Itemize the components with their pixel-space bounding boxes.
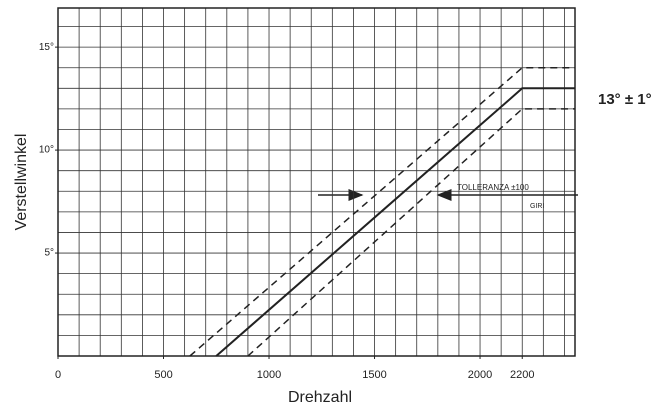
annotation: 13° ± 1° — [598, 91, 652, 108]
data-line — [247, 108, 575, 357]
x-tick-label: 1000 — [257, 369, 281, 381]
y-tick-label: 5° — [44, 248, 54, 259]
x-tick-label: 2200 — [510, 369, 534, 381]
data-line — [189, 66, 575, 357]
x-tick-label: 0 — [55, 369, 61, 381]
x-tick-label: 2000 — [468, 369, 492, 381]
x-axis-label: Drehzahl — [288, 389, 352, 406]
data-line — [215, 87, 575, 357]
plot-frame — [57, 7, 576, 357]
annotation: GIRI — [530, 203, 544, 210]
x-tick-label: 500 — [154, 369, 172, 381]
annotation: TOLLERANZA ±100 — [457, 183, 529, 192]
y-tick-label: 10° — [39, 145, 54, 156]
y-tick-label: 15° — [39, 42, 54, 53]
y-axis-label: Verstellwinkel — [13, 134, 30, 231]
x-tick-label: 1500 — [362, 369, 386, 381]
